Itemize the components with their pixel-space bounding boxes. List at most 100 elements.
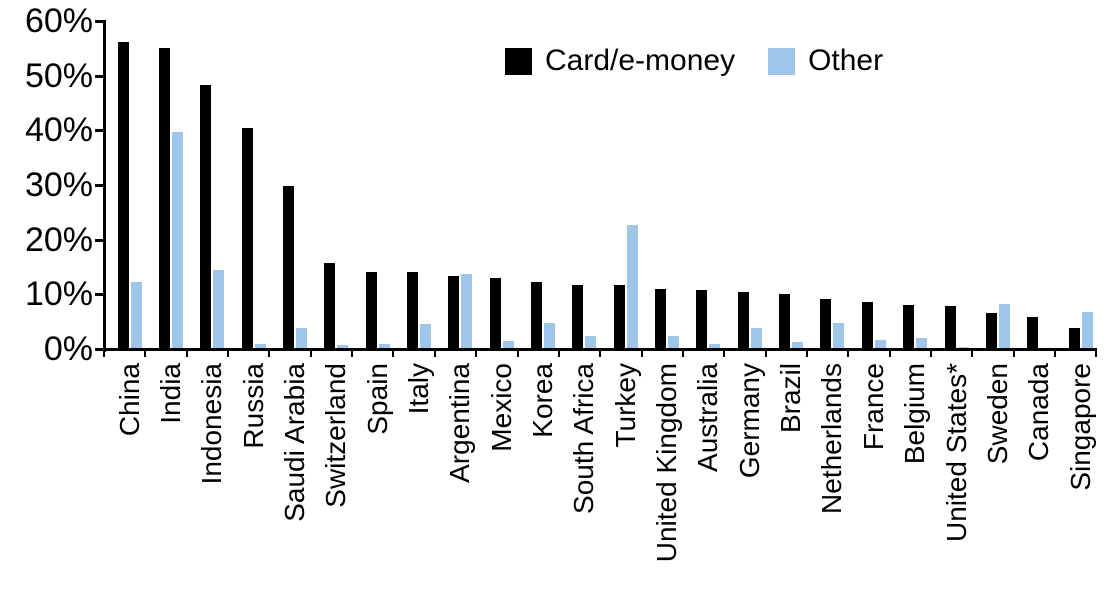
bar-card-e-money: [820, 298, 832, 349]
bar-other: [668, 336, 680, 349]
y-axis-tick-label: 50%: [24, 56, 93, 95]
y-axis-tick: [95, 348, 103, 351]
bar-card-e-money: [696, 289, 708, 349]
x-axis-tick: [1054, 349, 1057, 357]
bar-card-e-money: [737, 291, 749, 349]
y-axis-tick-label: 0%: [43, 330, 93, 368]
x-axis-category-label: Mexico: [485, 363, 517, 452]
x-axis-tick: [268, 349, 271, 357]
x-axis-category-label: Saudi Arabia: [278, 363, 310, 522]
y-axis-line: [103, 20, 106, 352]
y-axis-tick: [95, 238, 103, 242]
x-axis-category-label: Brazil: [775, 363, 807, 434]
x-axis-category-label: Germany: [733, 363, 765, 479]
y-axis-tick: [95, 74, 103, 78]
y-axis-tick-label: 30%: [24, 166, 93, 204]
x-axis-tick: [1095, 349, 1098, 357]
x-axis-tick: [433, 349, 436, 357]
bar-card-e-money: [406, 272, 418, 349]
bar-card-e-money: [282, 185, 294, 349]
x-axis-tick: [144, 349, 147, 357]
x-axis-tick: [681, 349, 684, 357]
bar-card-e-money: [985, 313, 997, 349]
x-axis-category-label: Sweden: [981, 363, 1013, 465]
x-axis-tick: [971, 349, 974, 357]
bar-other: [916, 337, 928, 349]
x-axis-tick: [888, 349, 891, 357]
bar-other: [709, 343, 721, 349]
x-axis-category-label: Singapore: [1064, 363, 1096, 491]
x-axis-tick: [930, 349, 932, 357]
bar-other: [461, 273, 473, 349]
bar-other: [130, 281, 142, 349]
y-axis-tick-label: 20%: [24, 220, 93, 259]
chart-legend: Card/e-money Other: [505, 44, 883, 78]
x-axis-category-label: India: [154, 363, 186, 424]
bar-other: [254, 343, 266, 349]
bar-other: [792, 342, 804, 349]
x-axis-category-label: Russia: [237, 363, 269, 449]
x-axis-tick: [723, 349, 726, 357]
bar-card-e-money: [158, 48, 170, 349]
x-axis-tick: [599, 349, 602, 357]
bar-card-e-money: [489, 278, 501, 349]
bar-other: [502, 341, 514, 349]
x-axis-category-label: China: [113, 363, 145, 437]
bar-card-e-money: [1068, 327, 1080, 349]
bar-card-e-money: [613, 285, 625, 349]
legend-label-other: Other: [808, 44, 884, 77]
bar-card-e-money: [572, 285, 584, 349]
bar-other: [998, 304, 1010, 349]
bar-card-e-money: [779, 294, 791, 349]
legend-swatch-card-e-money-icon: [505, 47, 532, 75]
y-axis-tick: [95, 129, 103, 133]
bar-card-e-money: [655, 288, 667, 349]
bar-card-e-money: [117, 41, 129, 349]
bar-card-e-money: [903, 304, 915, 349]
bar-card-e-money: [241, 127, 253, 349]
x-axis-category-label: France: [857, 363, 889, 451]
x-axis-category-label: Spain: [361, 363, 393, 435]
bar-other: [1081, 312, 1093, 349]
bar-card-e-money: [944, 305, 956, 349]
x-axis-tick: [185, 349, 188, 357]
bar-other: [171, 131, 183, 349]
x-axis-category-label: Turkey: [609, 363, 641, 448]
x-axis-category-label: Australia: [692, 363, 724, 472]
x-axis-category-label: Korea: [527, 363, 558, 438]
x-axis-category-label: South Africa: [568, 363, 600, 514]
x-axis-category-label: Belgium: [899, 363, 931, 465]
bar-other: [585, 335, 597, 349]
legend-item-other: Other: [768, 44, 883, 78]
bar-other: [337, 344, 349, 349]
bar-card-e-money: [1027, 316, 1039, 349]
x-axis-tick: [1012, 349, 1015, 357]
x-axis-tick: [805, 349, 808, 357]
bar-other: [378, 343, 390, 349]
y-axis-tick: [95, 20, 103, 23]
bar-other: [626, 225, 638, 349]
x-axis-category-label: Switzerland: [320, 363, 352, 508]
x-axis-tick: [557, 349, 560, 357]
x-axis-category-label: Italy: [402, 363, 434, 415]
x-axis-tick: [103, 349, 105, 357]
x-axis-category-label: Canada: [1023, 363, 1055, 462]
y-axis-tick: [95, 293, 103, 297]
bar-other: [750, 327, 762, 349]
bar-other: [295, 327, 307, 349]
bar-other: [213, 269, 225, 349]
legend-swatch-other-icon: [768, 47, 796, 75]
x-axis-tick: [764, 349, 767, 357]
x-axis-tick: [640, 349, 643, 357]
y-axis-tick-label: 60%: [24, 2, 93, 40]
x-axis-category-label: Argentina: [444, 363, 476, 483]
x-axis-tick: [392, 349, 395, 357]
x-axis-category-label: Indonesia: [196, 363, 228, 485]
x-axis-tick: [309, 349, 312, 357]
y-axis-tick: [95, 184, 103, 187]
bar-card-e-money: [861, 301, 873, 349]
bar-card-e-money: [200, 84, 212, 349]
x-axis-tick: [516, 349, 519, 357]
x-axis-tick: [847, 349, 850, 357]
